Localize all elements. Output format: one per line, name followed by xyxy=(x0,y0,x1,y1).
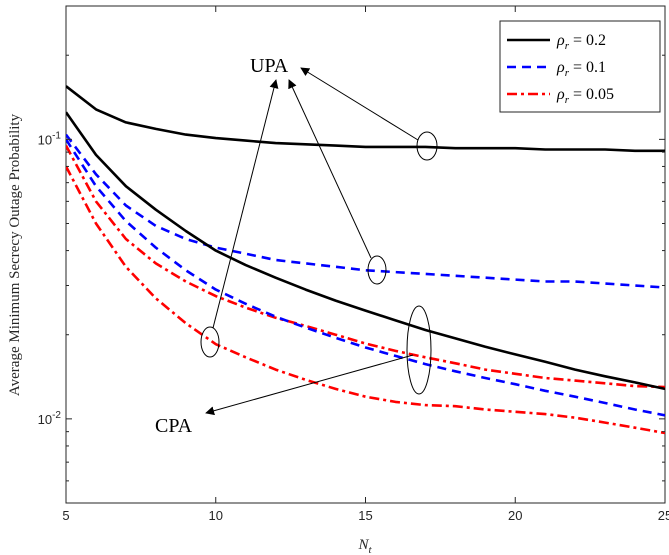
cpa-ellipse xyxy=(406,305,432,395)
x-tick-label: 15 xyxy=(358,508,372,523)
x-tick-label: 10 xyxy=(209,508,223,523)
annotation-layer: UPA CPA xyxy=(155,55,438,437)
annotation-upa: UPA xyxy=(250,55,289,77)
y-tick-label: 10-2 xyxy=(38,410,62,427)
upa-ellipse-blue xyxy=(367,255,387,285)
series-line-cpa-5 xyxy=(66,165,665,435)
series-line-upa-2 xyxy=(66,144,665,389)
legend: ρr = 0.2 ρr = 0.1 ρr = 0.05 xyxy=(499,20,661,113)
series-line-cpa-4 xyxy=(66,138,665,417)
x-tick-label: 20 xyxy=(508,508,522,523)
y-tick-label: 10-1 xyxy=(38,130,62,147)
series-line-cpa-3 xyxy=(66,111,665,391)
x-axis-label: Nt xyxy=(357,537,372,555)
x-tick-label: 25 xyxy=(658,508,669,523)
upa-arrow-3 xyxy=(212,79,279,329)
x-tick-label: 5 xyxy=(62,508,69,523)
annotation-cpa: CPA xyxy=(155,415,193,437)
legend-label: ρr = 0.1 xyxy=(556,59,606,79)
tick-layer: 5 10 15 20 25 10-2 10-1 xyxy=(38,6,669,523)
upa-ellipse-black xyxy=(416,131,438,161)
legend-label: ρr = 0.05 xyxy=(556,86,614,106)
upa-ellipse-red xyxy=(200,326,220,358)
upa-arrow-1 xyxy=(300,67,419,141)
upa-arrow-2 xyxy=(288,79,372,259)
legend-label: ρr = 0.2 xyxy=(556,32,606,52)
cpa-arrow xyxy=(205,354,414,416)
series-line-upa-0 xyxy=(66,85,665,153)
series-line-upa-1 xyxy=(66,133,665,289)
series-layer xyxy=(66,85,665,435)
y-axis-label: Average Minimum Secrecy Outage Probabili… xyxy=(7,113,23,396)
